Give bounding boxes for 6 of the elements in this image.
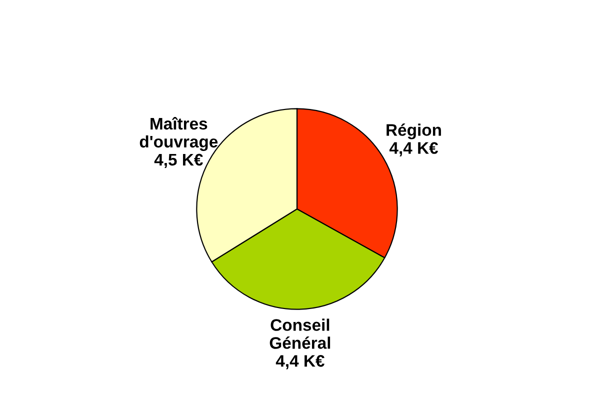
slice-label: Région bbox=[386, 124, 441, 140]
data-label: 4,4 K€ bbox=[389, 142, 438, 156]
data-label: 4,5 K€ bbox=[154, 154, 203, 168]
slice-label: Maîtres d'ouvrage bbox=[140, 117, 218, 151]
slice-label: Conseil Général bbox=[270, 318, 330, 349]
data-label: 4,4 K€ bbox=[276, 355, 324, 370]
